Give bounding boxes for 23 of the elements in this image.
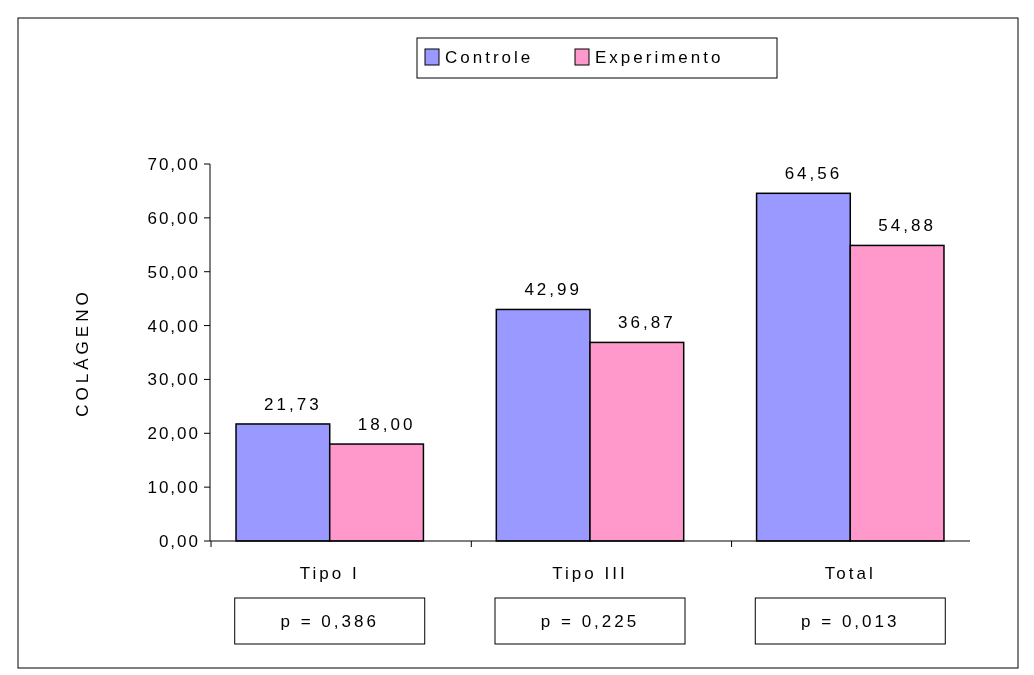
text: p = 0,225 <box>540 611 640 631</box>
y-tick-label: 70,00 <box>147 154 200 174</box>
data-label: 42,99 <box>524 280 582 300</box>
y-axis-title: COLÁGENO <box>73 288 92 417</box>
text: p = 0,013 <box>801 611 900 631</box>
y-tick-label: 10,00 <box>147 478 200 498</box>
y-tick-label: 50,00 <box>147 262 200 282</box>
text: p = 0,386 <box>280 611 379 631</box>
y-tick-label: 60,00 <box>147 208 200 228</box>
y-tick-label: 20,00 <box>147 424 200 444</box>
data-label: 18,00 <box>357 415 416 435</box>
data-label: 54,88 <box>878 216 936 236</box>
y-tick-label: 30,00 <box>147 370 200 390</box>
legend-label: Controle <box>445 47 534 67</box>
legend-label: Experimento <box>595 47 724 67</box>
data-label: 64,56 <box>784 164 843 184</box>
x-tick-label: Tipo I <box>299 564 360 583</box>
x-tick-label: Tipo III <box>552 564 628 583</box>
data-label: 36,87 <box>618 313 676 333</box>
data-label: 21,73 <box>264 394 322 414</box>
y-tick-label: 0,00 <box>158 531 200 551</box>
x-tick-label: Total <box>824 564 876 583</box>
y-tick-label: 40,00 <box>147 316 200 336</box>
